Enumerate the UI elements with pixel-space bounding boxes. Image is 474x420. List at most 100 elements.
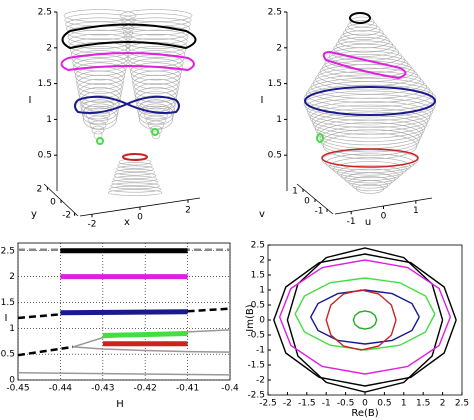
z-tick-label: 1 [46,115,52,125]
surface-contour [303,90,437,118]
surface-contour [125,37,187,54]
x-tick-label: -0.4 [221,384,239,394]
orbit-loop [151,128,159,136]
x-tick-label: -0.43 [91,384,114,394]
x-tick-label: -2.5 [259,399,277,409]
z-tick-label: 2 [276,43,282,53]
surface-contour [117,162,153,169]
surface-contour [112,175,158,183]
y-tick-label: 0.5 [1,350,15,360]
orbit-loop [74,95,180,114]
surface-contour [311,108,429,135]
surface-contour [340,30,387,45]
x-tick-label: -0.45 [6,384,29,394]
surface-contour [306,97,434,125]
surface-contour [314,115,426,142]
surface-contour [143,110,169,120]
orbit-loop [322,51,407,80]
surface-contour [111,179,159,186]
surface-contour [139,100,173,110]
y-tick-label: 1 [259,286,265,296]
surface-contour [75,70,125,90]
y-tick-label: 0.5 [251,301,265,311]
z-tick-label: 1 [276,115,282,125]
surface-contour [340,168,400,184]
surface-contour [115,168,155,176]
surface-contour [348,176,392,189]
x-tick-label: -1.5 [298,399,316,409]
surface-contour [303,84,437,112]
orbit-loop [96,137,104,145]
surface-contour [151,130,161,140]
surface-contour [318,122,422,149]
surface-contour [87,115,109,125]
y-tick-label: -1 [256,346,265,356]
x-tick-label: -0.44 [49,384,73,394]
surface-contour [355,183,385,194]
x-tick-label: -2 [283,399,292,409]
z-tick-label: 0.5 [268,151,282,161]
x-tick-label: -0.5 [337,399,355,409]
y-tick-label: 2.5 [251,241,265,251]
series-line [309,289,420,345]
y-tick-label: 0 [50,198,56,208]
surface-contour [110,182,160,190]
series-line [187,307,231,313]
y-tick-label: 0 [9,376,15,386]
surface-contour [77,78,123,99]
orbit-loop [349,12,371,24]
y-tick-label: -2.5 [247,391,265,401]
y-tick-label: 2 [259,256,265,266]
x-tick-label: 1.5 [416,399,430,409]
series-line [17,372,231,376]
surface-contour [107,189,163,196]
surface-contour [338,33,390,49]
surface-contour [116,165,154,173]
y-tick-label: -2 [62,210,71,220]
y-tick-label: -1 [315,207,324,217]
surface-contour [335,37,393,53]
surface-contour [134,83,178,103]
x-tick-label: 2.5 [455,399,469,409]
surface-contour [70,42,130,58]
surface-contour [313,111,427,139]
series-line [325,289,397,351]
surface-contour [85,110,111,120]
surface-contour [131,70,181,90]
orbit-loop [122,153,148,161]
surface-contour [78,87,122,108]
surface-contour [76,74,124,94]
series-line [278,259,452,375]
orbit-loop [316,133,324,143]
y-axis-title: I [5,313,8,324]
x-tick-label: 0.5 [377,399,391,409]
z-tick-label: 2.5 [38,8,52,18]
x-tick-label: 1 [413,206,419,216]
surface-contour [129,58,183,76]
y-axis-title: Im(B) [245,304,256,331]
surface-contour [329,157,411,176]
surface-contour [126,42,186,58]
y-tick-label: -0.5 [247,331,265,341]
surface-contour [134,87,178,108]
x-axis-title: Re(B) [351,408,378,419]
surface-contour [82,103,118,126]
x-tick-label: 2 [440,399,446,409]
y-tick-label: 1 [9,324,15,334]
surface-contour [321,149,419,171]
z-tick-label: 1.5 [38,79,52,89]
surface-contour [82,107,118,130]
surface-contour [122,21,190,36]
y-axis-title: y [31,209,37,220]
y-tick-label: 0 [304,197,310,207]
y-tick-label: 1.5 [1,298,15,308]
x-tick-label: -1 [322,399,331,409]
z-tick-label: 1.5 [268,79,282,89]
orbit-loop [61,23,197,50]
x-tick-label: 2 [185,205,191,215]
surface-contour [74,62,126,81]
x-tick-label: -0.41 [176,384,199,394]
series-line [352,310,378,330]
surface-contour [138,103,174,126]
surface-contour [109,185,161,193]
